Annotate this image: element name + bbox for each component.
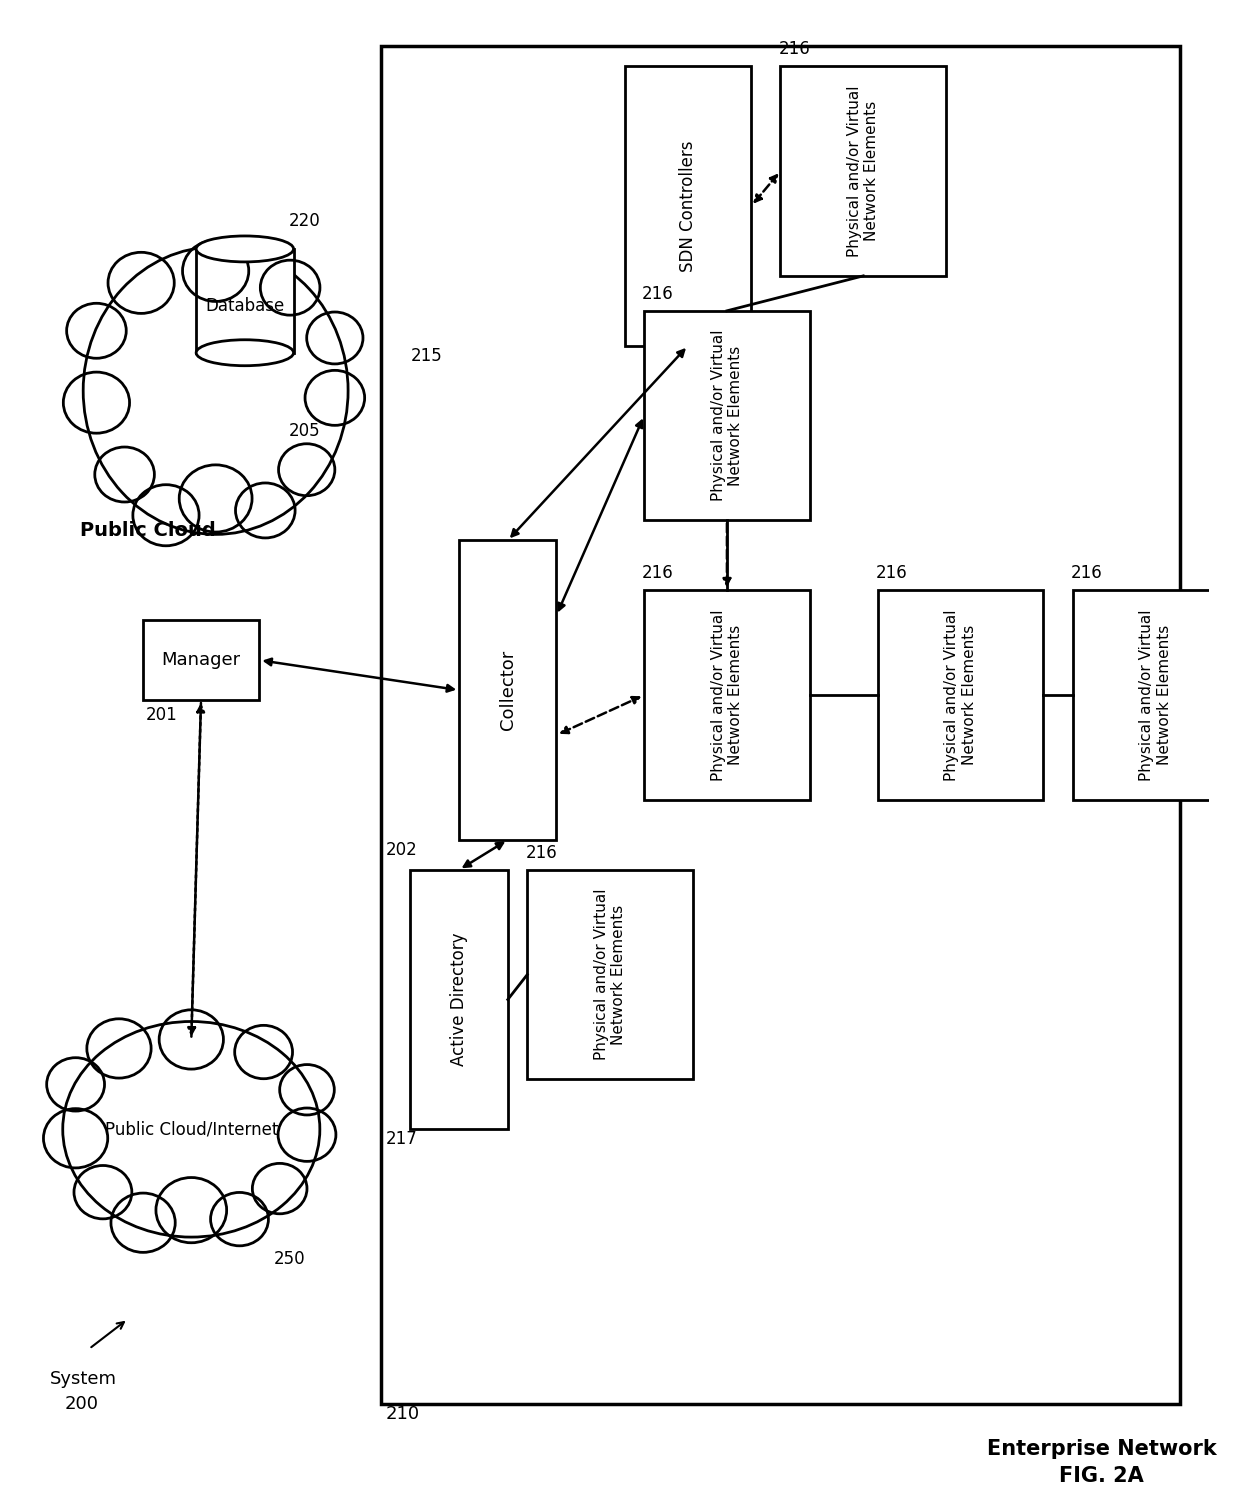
Ellipse shape [236, 482, 295, 538]
Text: 216: 216 [642, 565, 675, 583]
Ellipse shape [108, 252, 175, 313]
Bar [625, 66, 751, 346]
Ellipse shape [67, 303, 126, 358]
Bar [143, 620, 259, 700]
Text: Database: Database [206, 297, 284, 315]
Text: Public Cloud/Internet: Public Cloud/Internet [104, 1121, 278, 1138]
Ellipse shape [196, 237, 294, 262]
Text: Physical and/or Virtual
Network Elements: Physical and/or Virtual Network Elements [945, 610, 977, 780]
Text: 250: 250 [274, 1249, 306, 1267]
Bar [527, 870, 693, 1080]
Text: 216: 216 [642, 285, 675, 303]
Text: Manager: Manager [161, 652, 241, 670]
Text: Public Cloud: Public Cloud [79, 521, 216, 539]
Text: Collector: Collector [498, 650, 517, 730]
Ellipse shape [159, 1010, 223, 1070]
Text: Physical and/or Virtual
Network Elements: Physical and/or Virtual Network Elements [1140, 610, 1172, 780]
Ellipse shape [83, 247, 348, 535]
Ellipse shape [156, 1177, 227, 1243]
Text: Enterprise Network: Enterprise Network [987, 1438, 1216, 1459]
Text: 215: 215 [410, 346, 443, 364]
Bar [459, 541, 557, 840]
Bar [644, 590, 810, 800]
Text: 202: 202 [386, 840, 418, 858]
Text: SDN Controllers: SDN Controllers [680, 141, 697, 271]
Bar [381, 46, 1179, 1404]
Ellipse shape [180, 464, 252, 532]
Ellipse shape [63, 1022, 320, 1237]
Ellipse shape [279, 443, 335, 496]
Ellipse shape [211, 1192, 268, 1246]
Bar [410, 870, 508, 1129]
Bar [1073, 590, 1239, 800]
Text: 216: 216 [779, 40, 810, 58]
Ellipse shape [63, 372, 129, 433]
Text: 200: 200 [64, 1395, 99, 1413]
Bar [644, 310, 810, 520]
Ellipse shape [234, 1025, 293, 1079]
Text: Physical and/or Virtual
Network Elements: Physical and/or Virtual Network Elements [711, 610, 743, 780]
Ellipse shape [110, 1192, 175, 1252]
Ellipse shape [253, 1164, 308, 1213]
Ellipse shape [260, 261, 320, 315]
Text: 217: 217 [386, 1131, 418, 1149]
Text: Physical and/or Virtual
Network Elements: Physical and/or Virtual Network Elements [847, 85, 879, 256]
Bar [780, 66, 946, 276]
Ellipse shape [133, 485, 200, 545]
Ellipse shape [305, 370, 365, 425]
Ellipse shape [47, 1058, 104, 1112]
Ellipse shape [196, 340, 294, 366]
Ellipse shape [306, 312, 363, 364]
Bar [196, 249, 294, 352]
Text: System: System [50, 1369, 117, 1387]
Text: Active Directory: Active Directory [450, 933, 469, 1067]
Ellipse shape [74, 1165, 131, 1219]
Text: Physical and/or Virtual
Network Elements: Physical and/or Virtual Network Elements [594, 888, 626, 1061]
Ellipse shape [87, 1019, 151, 1079]
Ellipse shape [182, 240, 249, 301]
Ellipse shape [43, 1109, 108, 1168]
Ellipse shape [278, 1109, 336, 1161]
Text: Physical and/or Virtual
Network Elements: Physical and/or Virtual Network Elements [711, 330, 743, 502]
Text: 216: 216 [875, 565, 908, 583]
Text: 216: 216 [1070, 565, 1102, 583]
Text: FIG. 2A: FIG. 2A [1059, 1465, 1145, 1486]
Ellipse shape [94, 446, 155, 502]
Bar [878, 590, 1043, 800]
Text: 201: 201 [145, 706, 177, 724]
Text: 210: 210 [386, 1405, 420, 1423]
Text: 220: 220 [289, 213, 320, 231]
Ellipse shape [280, 1065, 335, 1115]
Text: 205: 205 [289, 421, 320, 439]
Text: 216: 216 [526, 843, 557, 861]
